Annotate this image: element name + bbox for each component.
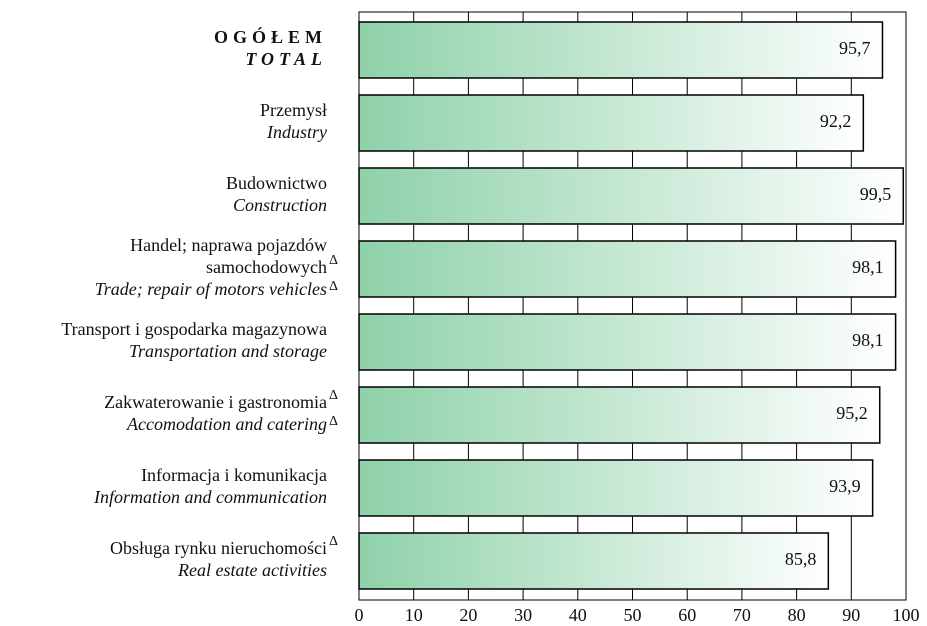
category-label: Budownictwo [226,173,327,193]
category-label-en: TOTAL [245,49,327,69]
bar [358,459,874,517]
category-label-en: Trade; repair of motors vehicles [95,279,327,299]
value-label: 92,2 [820,111,852,131]
x-tick-label: 70 [733,605,751,625]
category-label: samochodowych [206,257,327,277]
bar [358,313,897,371]
x-tick-label: 60 [678,605,696,625]
category-label: OGÓŁEM [214,26,327,47]
category-label: Zakwaterowanie i gastronomia [104,392,327,412]
category-label-en: Information and communication [93,487,327,507]
bar [358,167,905,225]
x-tick-label: 80 [788,605,806,625]
bar [358,21,884,79]
x-tick-label: 30 [514,605,532,625]
value-label: 98,1 [852,330,884,350]
value-label: 93,9 [829,476,861,496]
category-label: Transport i gospodarka magazynowa [61,319,327,339]
x-tick-label: 10 [405,605,423,625]
category-label: Obsługa rynku nieruchomości [110,538,327,558]
category-note: Δ [329,414,338,429]
category-label: Przemysł [260,100,327,120]
value-label: 95,7 [839,38,871,58]
category-label-en: Construction [233,195,327,215]
category-label-en: Industry [266,122,327,142]
category-note: Δ [329,253,338,268]
category-label: Handel; naprawa pojazdów [130,235,327,255]
category-note: Δ [329,279,338,294]
category-note: Δ [329,534,338,549]
bar [358,532,830,590]
value-label: 95,2 [836,403,868,423]
value-label: 85,8 [785,549,817,569]
x-tick-label: 40 [569,605,587,625]
bar [358,240,897,298]
category-label-en: Real estate activities [177,560,327,580]
x-tick-label: 0 [355,605,364,625]
x-tick-label: 100 [893,605,920,625]
value-label: 99,5 [860,184,892,204]
category-note: Δ [329,388,338,403]
x-tick-label: 50 [624,605,642,625]
category-label-en: Transportation and storage [129,341,327,361]
x-tick-label: 90 [842,605,860,625]
category-label: Informacja i komunikacja [141,465,327,485]
x-tick-label: 20 [459,605,477,625]
bar [358,386,881,444]
bar [358,94,865,152]
value-label: 98,1 [852,257,884,277]
category-label-en: Accomodation and catering [126,414,327,434]
